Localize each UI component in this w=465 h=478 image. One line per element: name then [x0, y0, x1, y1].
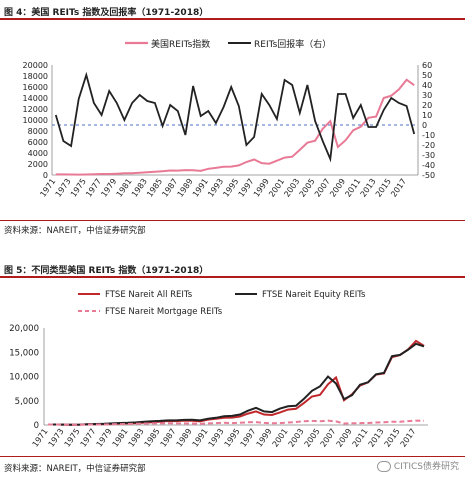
- y-right-tick-label: -20: [422, 141, 435, 150]
- legend-all-reits-label: FTSE Nareit All REITs: [105, 290, 193, 300]
- x-tick-label: 1987: [159, 427, 178, 449]
- legend-equity-reits-label: FTSE Nareit Equity REITs: [262, 290, 366, 300]
- figure-2-source: 资料来源：NAREIT，中信证券研究部: [4, 464, 146, 474]
- x-tick-label: 2013: [359, 177, 378, 199]
- legend-mortgage-reits-label: FTSE Nareit Mortgage REITs: [105, 307, 223, 317]
- x-tick-label: 1985: [143, 427, 162, 449]
- x-tick-label: 1981: [115, 177, 134, 199]
- figure-2-top-rule: [0, 276, 465, 278]
- y-right-tick-label: -50: [422, 171, 435, 180]
- x-tick-label: 1983: [127, 427, 146, 449]
- figure-2-bottom-rule: [0, 456, 465, 457]
- y-left-tick-label: 20000: [23, 61, 48, 70]
- x-tick-label: 1993: [207, 427, 226, 449]
- x-tick-label: 2003: [287, 427, 306, 449]
- x-tick-label: 1975: [69, 177, 88, 199]
- y-right-tick-label: 50: [422, 71, 432, 80]
- x-tick-label: 2007: [313, 177, 332, 199]
- y-left-tick-label: 8000: [28, 127, 48, 136]
- x-tick-label: 2009: [335, 427, 354, 449]
- y-left-tick-label: 18000: [23, 72, 48, 81]
- x-tick-label: 1991: [191, 177, 210, 199]
- x-tick-label: 2001: [267, 177, 286, 199]
- x-tick-label: 2003: [282, 177, 301, 199]
- x-tick-label: 1979: [99, 177, 118, 199]
- x-tick-label: 1973: [47, 427, 66, 449]
- x-tick-label: 2017: [399, 427, 418, 449]
- series-line-reits-return: [54, 71, 416, 163]
- figure-1-source: 资料来源：NAREIT，中信证券研究部: [4, 226, 146, 236]
- y-tick-label: 10,000: [9, 373, 39, 383]
- reits-index-return-chart: 美国REITs指数 REITs回报率（右）02000400060008000100…: [23, 38, 436, 199]
- y-left-tick-label: 12000: [23, 105, 48, 114]
- legend-label-reits-return: REITs回报率（右）: [254, 38, 331, 50]
- x-tick-label: 2017: [389, 177, 408, 199]
- x-tick-label: 1979: [95, 427, 114, 449]
- x-tick-label: 2011: [351, 427, 370, 449]
- x-tick-label: 1995: [223, 427, 242, 449]
- y-right-tick-label: 10: [422, 111, 432, 120]
- x-tick-label: 1985: [145, 177, 164, 199]
- y-right-tick-label: 20: [422, 101, 432, 110]
- y-right-tick-label: 0: [422, 121, 427, 130]
- x-tick-label: 1987: [160, 177, 179, 199]
- x-tick-label: 1983: [130, 177, 149, 199]
- x-tick-label: 1989: [175, 427, 194, 449]
- y-left-tick-label: 2000: [28, 160, 48, 169]
- watermark: CITICS债券研究: [376, 459, 459, 472]
- legend-label-reits-index: 美国REITs指数: [151, 38, 210, 50]
- x-tick-label: 2007: [319, 427, 338, 449]
- x-tick-label: 2015: [374, 177, 393, 199]
- series-line-mortgage-reits: [48, 419, 425, 426]
- x-tick-label: 1981: [111, 427, 130, 449]
- x-tick-label: 1993: [206, 177, 225, 199]
- x-tick-label: 1973: [54, 177, 73, 199]
- y-left-tick-label: 10000: [23, 116, 48, 125]
- y-right-tick-label: -40: [422, 161, 435, 170]
- figure-1-top-rule: [0, 18, 465, 20]
- watermark-text: CITICS债券研究: [393, 462, 459, 472]
- y-left-tick-label: 0: [43, 171, 48, 180]
- x-tick-label: 2005: [298, 177, 317, 199]
- y-right-tick-label: 30: [422, 91, 432, 100]
- x-tick-label: 1997: [237, 177, 256, 199]
- y-tick-label: 0: [34, 421, 39, 431]
- x-tick-label: 2011: [343, 177, 362, 199]
- x-tick-label: 1999: [252, 177, 271, 199]
- x-tick-label: 1997: [239, 427, 258, 449]
- x-tick-label: 2005: [303, 427, 322, 449]
- x-tick-label: 2013: [367, 427, 386, 449]
- y-right-tick-label: -10: [422, 131, 435, 140]
- figure-1-bottom-rule: [0, 220, 465, 221]
- y-tick-label: 5,000: [15, 397, 39, 407]
- x-tick-label: 1971: [38, 177, 57, 199]
- x-tick-label: 1989: [176, 177, 195, 199]
- figure-2-title: 图 5：不同类型美国 REITs 指数（1971-2018）: [4, 266, 209, 276]
- series-line-equity-reits: [48, 342, 425, 426]
- x-tick-label: 1975: [63, 427, 82, 449]
- x-tick-label: 1977: [84, 177, 103, 199]
- y-right-tick-label: 60: [422, 61, 432, 70]
- figure-1-title: 图 4：美国 REITs 指数及回报率（1971-2018）: [4, 8, 209, 18]
- x-tick-label: 1991: [191, 427, 210, 449]
- x-tick-label: 2001: [271, 427, 290, 449]
- x-tick-label: 1999: [255, 427, 274, 449]
- wechat-icon: [376, 461, 391, 472]
- y-tick-label: 15,000: [9, 348, 39, 358]
- y-left-tick-label: 6000: [28, 138, 48, 147]
- series-line-reits-index: [55, 78, 415, 176]
- y-left-tick-label: 4000: [28, 149, 48, 158]
- y-right-tick-label: 40: [422, 81, 432, 90]
- x-tick-label: 1977: [79, 427, 98, 449]
- x-tick-label: 1995: [221, 177, 240, 199]
- y-tick-label: 20,000: [9, 324, 39, 334]
- reits-type-index-chart: FTSE Nareit All REITs FTSE Nareit Equity …: [9, 290, 428, 449]
- y-left-tick-label: 14000: [23, 94, 48, 103]
- y-right-tick-label: -30: [422, 151, 435, 160]
- y-left-tick-label: 16000: [23, 83, 48, 92]
- x-tick-label: 2015: [383, 427, 402, 449]
- x-tick-label: 2009: [328, 177, 347, 199]
